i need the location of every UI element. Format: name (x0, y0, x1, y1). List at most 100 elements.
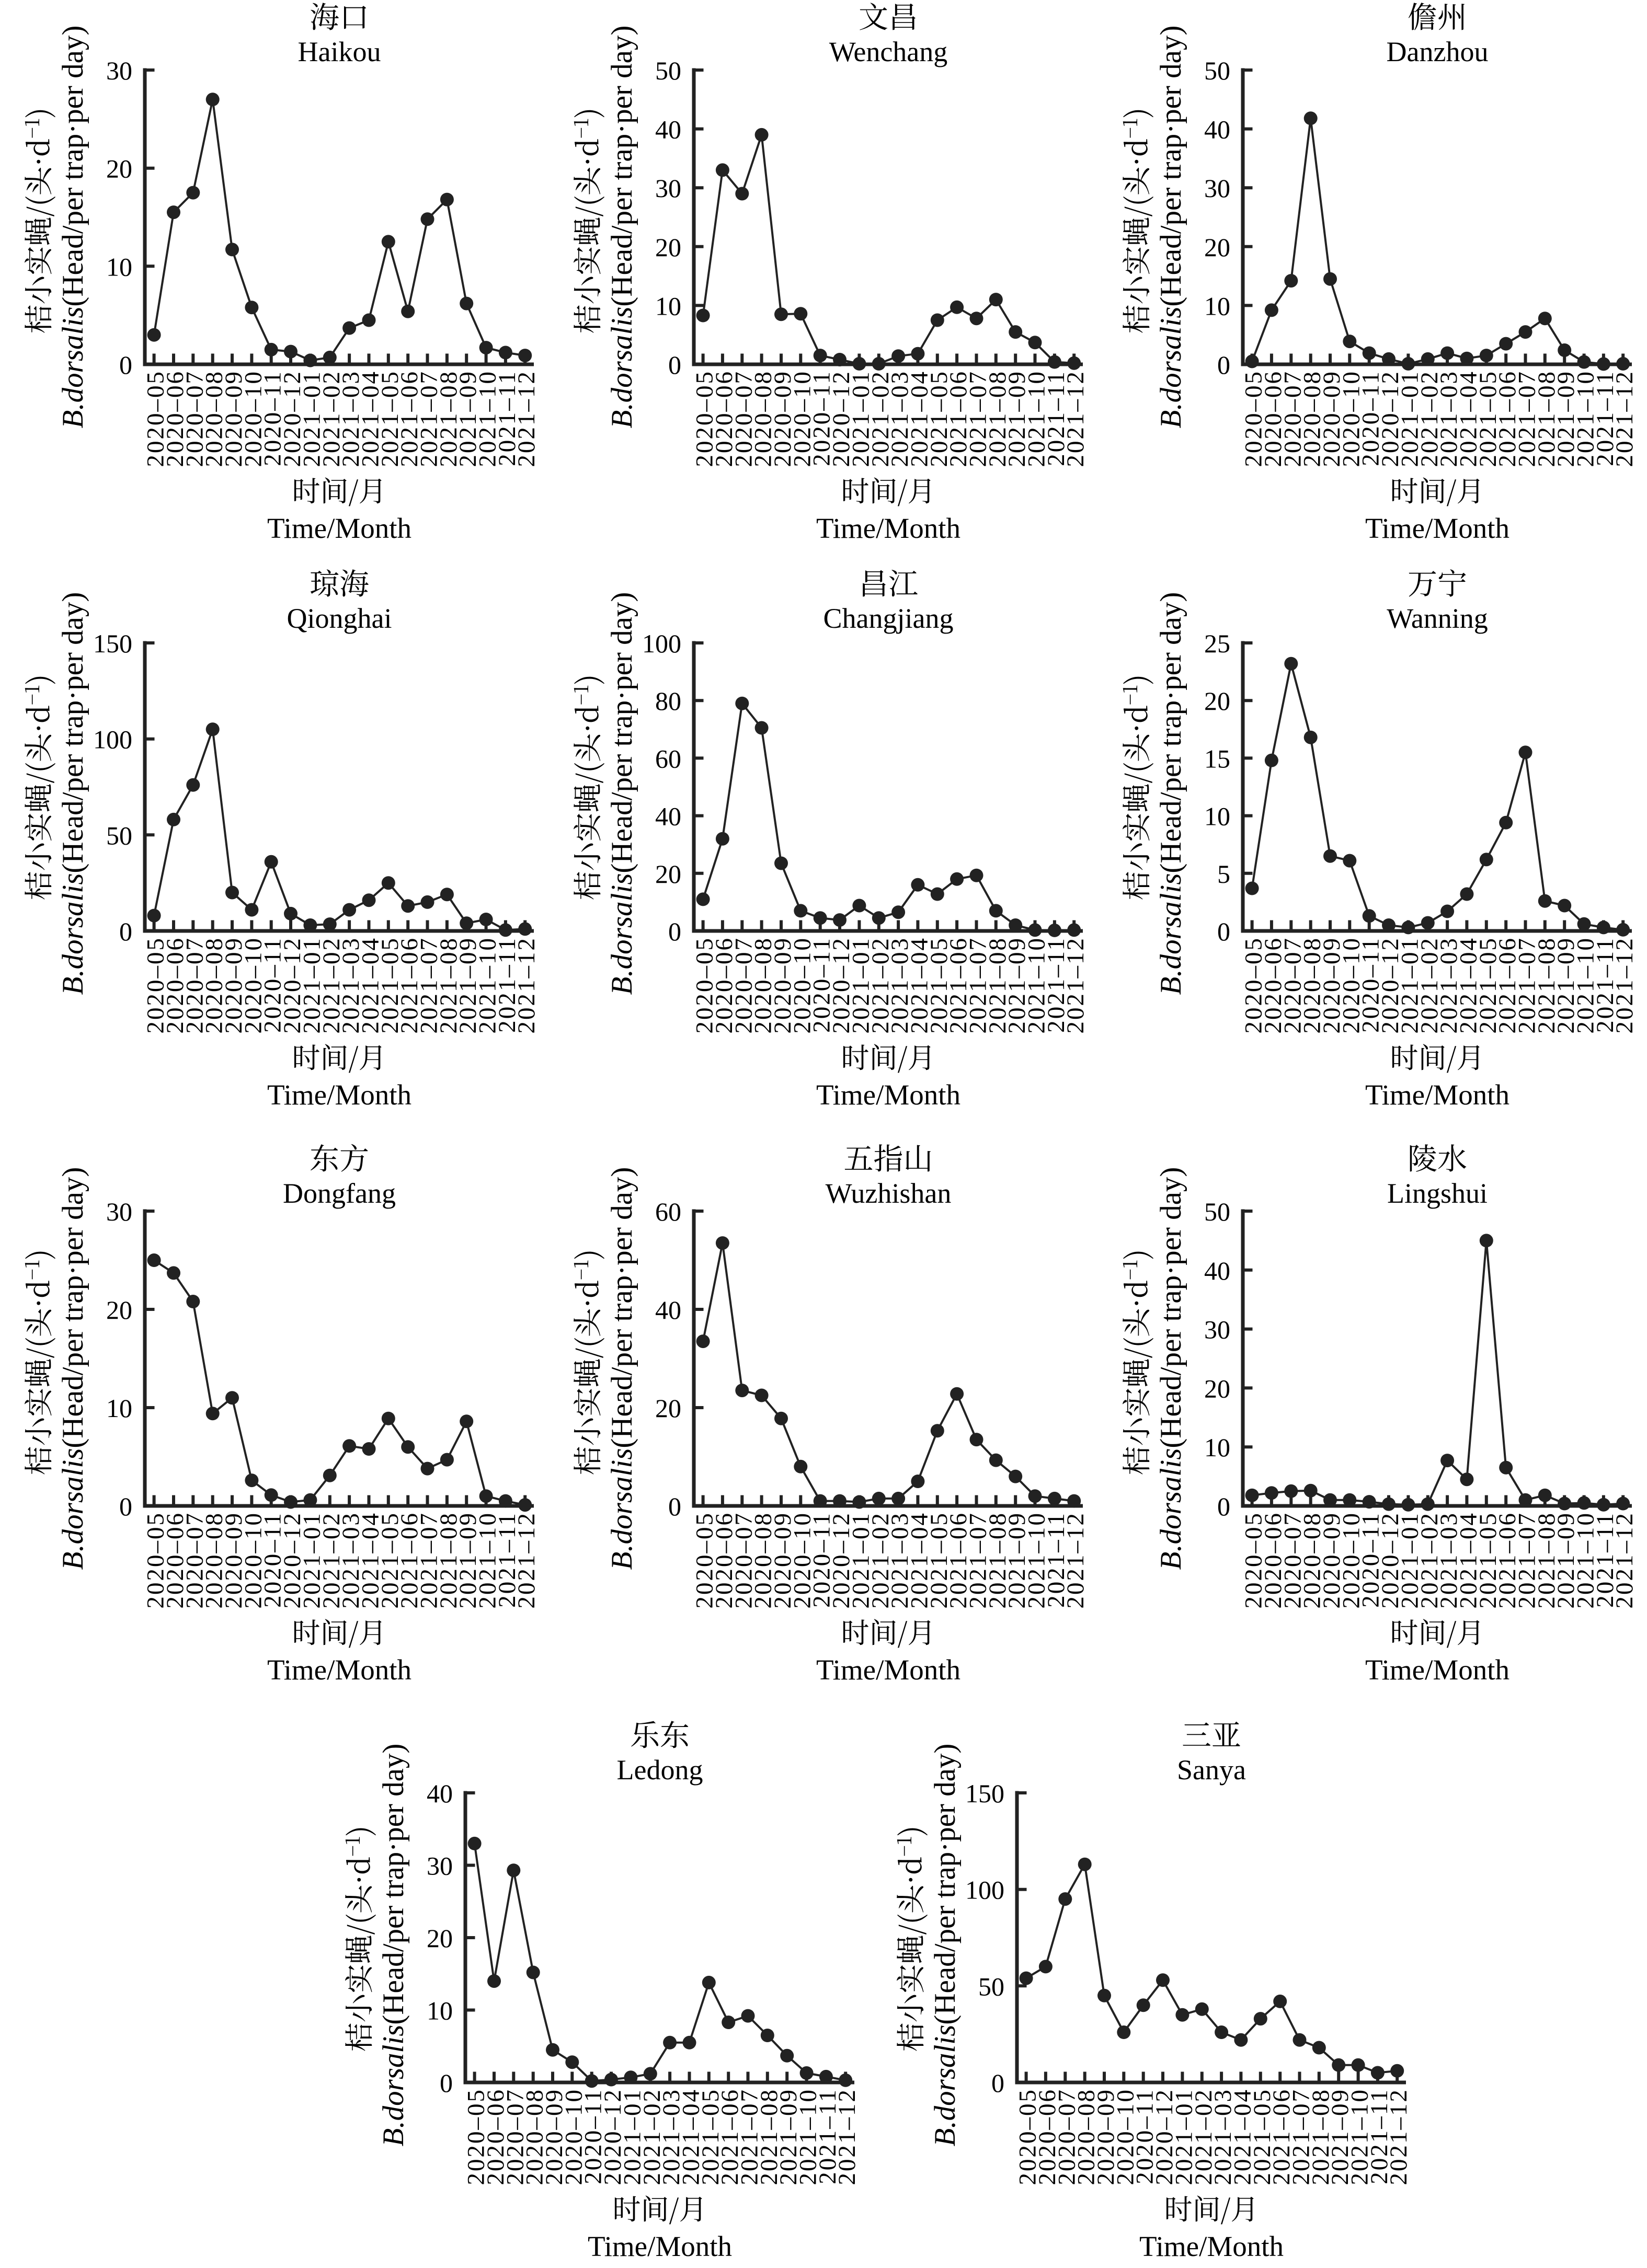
svg-text:2021–03: 2021–03 (886, 370, 913, 467)
svg-text:2020–12: 2020–12 (828, 1512, 855, 1609)
svg-text:2021–02: 2021–02 (1416, 937, 1443, 1034)
svg-text:Time/Month: Time/Month (1365, 512, 1509, 544)
svg-text:2021–07: 2021–07 (965, 1512, 992, 1609)
svg-text:2021–07: 2021–07 (1288, 2088, 1315, 2185)
svg-text:Time/Month: Time/Month (588, 2230, 732, 2262)
svg-text:2020–06: 2020–06 (711, 1512, 738, 1609)
svg-text:40: 40 (1204, 1256, 1230, 1285)
svg-text:2021–10: 2021–10 (1572, 370, 1599, 467)
svg-text:2020–11: 2020–11 (808, 1512, 836, 1608)
svg-text:20: 20 (1204, 686, 1230, 716)
svg-text:2021–03: 2021–03 (1435, 1512, 1462, 1609)
svg-text:2021–05: 2021–05 (925, 1512, 953, 1609)
svg-text:2021–08: 2021–08 (1533, 370, 1560, 467)
svg-text:2021–07: 2021–07 (1514, 937, 1541, 1034)
svg-text:50: 50 (655, 56, 681, 85)
svg-text:2021–04: 2021–04 (906, 370, 933, 467)
svg-text:2020–12: 2020–12 (1377, 1512, 1404, 1609)
svg-text:2020–06: 2020–06 (711, 937, 738, 1034)
svg-text:2021–08: 2021–08 (756, 2088, 783, 2185)
svg-text:2021–11: 2021–11 (494, 370, 521, 466)
svg-text:2021–04: 2021–04 (1455, 370, 1482, 467)
svg-text:2021–06: 2021–06 (1268, 2088, 1295, 2185)
svg-text:2020–06: 2020–06 (1034, 2088, 1061, 2185)
svg-text:Time/Month: Time/Month (816, 512, 960, 544)
svg-text:5: 5 (1217, 859, 1230, 889)
svg-text:2020–08: 2020–08 (201, 1512, 228, 1609)
svg-text:2021–04: 2021–04 (906, 1512, 933, 1609)
svg-text:2020–07: 2020–07 (730, 937, 757, 1034)
svg-text:40: 40 (655, 115, 681, 144)
svg-text:2021–06: 2021–06 (945, 1512, 972, 1609)
svg-text:40: 40 (427, 1779, 453, 1808)
svg-text:2020–07: 2020–07 (1053, 2088, 1080, 2185)
svg-text:20: 20 (106, 1295, 132, 1325)
svg-text:2020–09: 2020–09 (220, 1512, 247, 1609)
svg-text:2021–06: 2021–06 (396, 370, 423, 467)
svg-text:2021–08: 2021–08 (984, 1512, 1011, 1609)
svg-text:0: 0 (440, 2068, 453, 2098)
svg-text:2021–04: 2021–04 (1455, 937, 1482, 1034)
svg-text:2020–12: 2020–12 (828, 937, 855, 1034)
svg-text:2021–03: 2021–03 (337, 1512, 364, 1609)
svg-text:B.dorsalis(Head/per trap·per d: B.dorsalis(Head/per trap·per day) (929, 1744, 962, 2147)
svg-text:2020–09: 2020–09 (220, 937, 247, 1034)
svg-text:2020–11: 2020–11 (808, 937, 836, 1033)
svg-text:2021–09: 2021–09 (1003, 1512, 1031, 1609)
svg-text:20: 20 (655, 859, 681, 889)
svg-text:10: 10 (1204, 291, 1230, 320)
svg-text:10: 10 (427, 1996, 453, 2025)
svg-text:2020–08: 2020–08 (1299, 1512, 1326, 1609)
svg-text:2020–05: 2020–05 (1240, 937, 1267, 1034)
svg-text:2021–12: 2021–12 (513, 937, 540, 1034)
svg-text:B.dorsalis(Head/per trap·per d: B.dorsalis(Head/per trap·per day) (56, 592, 89, 995)
svg-text:2020–05: 2020–05 (1014, 2088, 1042, 2185)
svg-text:2020–08: 2020–08 (750, 370, 777, 467)
svg-text:2021–01: 2021–01 (298, 937, 325, 1034)
svg-text:60: 60 (655, 1197, 681, 1226)
svg-text:2020–10: 2020–10 (239, 370, 267, 467)
svg-text:2020–10: 2020–10 (560, 2088, 587, 2185)
svg-text:2021–10: 2021–10 (1023, 1512, 1050, 1609)
svg-text:2021–03: 2021–03 (1435, 937, 1462, 1034)
svg-text:2021–04: 2021–04 (678, 2088, 705, 2185)
svg-text:2021–07: 2021–07 (965, 370, 992, 467)
svg-text:2021–12: 2021–12 (1062, 937, 1089, 1034)
svg-text:2021–06: 2021–06 (396, 937, 423, 1034)
svg-text:2020–12: 2020–12 (279, 937, 306, 1034)
svg-text:2021–01: 2021–01 (1396, 937, 1423, 1034)
svg-text:60: 60 (655, 744, 681, 773)
svg-text:2021–06: 2021–06 (1494, 1512, 1521, 1609)
svg-text:40: 40 (1204, 115, 1230, 144)
svg-text:2021–05: 2021–05 (925, 937, 953, 1034)
svg-text:10: 10 (106, 252, 132, 281)
svg-text:2020–08: 2020–08 (750, 937, 777, 1034)
svg-text:2021–02: 2021–02 (867, 1512, 894, 1609)
svg-text:2020–06: 2020–06 (162, 1512, 189, 1609)
svg-text:2020–09: 2020–09 (541, 2088, 568, 2185)
svg-text:2021–03: 2021–03 (1435, 370, 1462, 467)
svg-text:2020–05: 2020–05 (1240, 1512, 1267, 1609)
svg-text:2021–12: 2021–12 (1611, 370, 1638, 467)
svg-text:2020–06: 2020–06 (1260, 370, 1287, 467)
svg-text:2021–04: 2021–04 (357, 1512, 384, 1609)
svg-text:20: 20 (1204, 233, 1230, 262)
svg-text:Haikou: Haikou (298, 36, 381, 67)
svg-text:2021–09: 2021–09 (1326, 2088, 1354, 2185)
svg-text:B.dorsalis(Head/per trap·per d: B.dorsalis(Head/per trap·per day) (605, 592, 638, 995)
svg-text:2021–05: 2021–05 (697, 2088, 724, 2185)
svg-text:30: 30 (655, 174, 681, 203)
svg-text:2020–09: 2020–09 (769, 370, 796, 467)
svg-text:25: 25 (1204, 629, 1230, 658)
svg-text:2020–12: 2020–12 (599, 2088, 626, 2185)
svg-text:2021–01: 2021–01 (298, 1512, 325, 1609)
svg-text:2021–10: 2021–10 (795, 2088, 822, 2185)
svg-text:2021–09: 2021–09 (454, 937, 482, 1034)
svg-text:2020–06: 2020–06 (1260, 937, 1287, 1034)
svg-text:2021–06: 2021–06 (396, 1512, 423, 1609)
svg-text:2021–11: 2021–11 (1592, 1512, 1619, 1608)
svg-text:2021–11: 2021–11 (1043, 937, 1070, 1033)
svg-text:B.dorsalis(Head/per trap·per d: B.dorsalis(Head/per trap·per day) (1154, 592, 1187, 995)
svg-text:2021–07: 2021–07 (416, 370, 443, 467)
svg-text:2020–07: 2020–07 (1279, 937, 1306, 1034)
